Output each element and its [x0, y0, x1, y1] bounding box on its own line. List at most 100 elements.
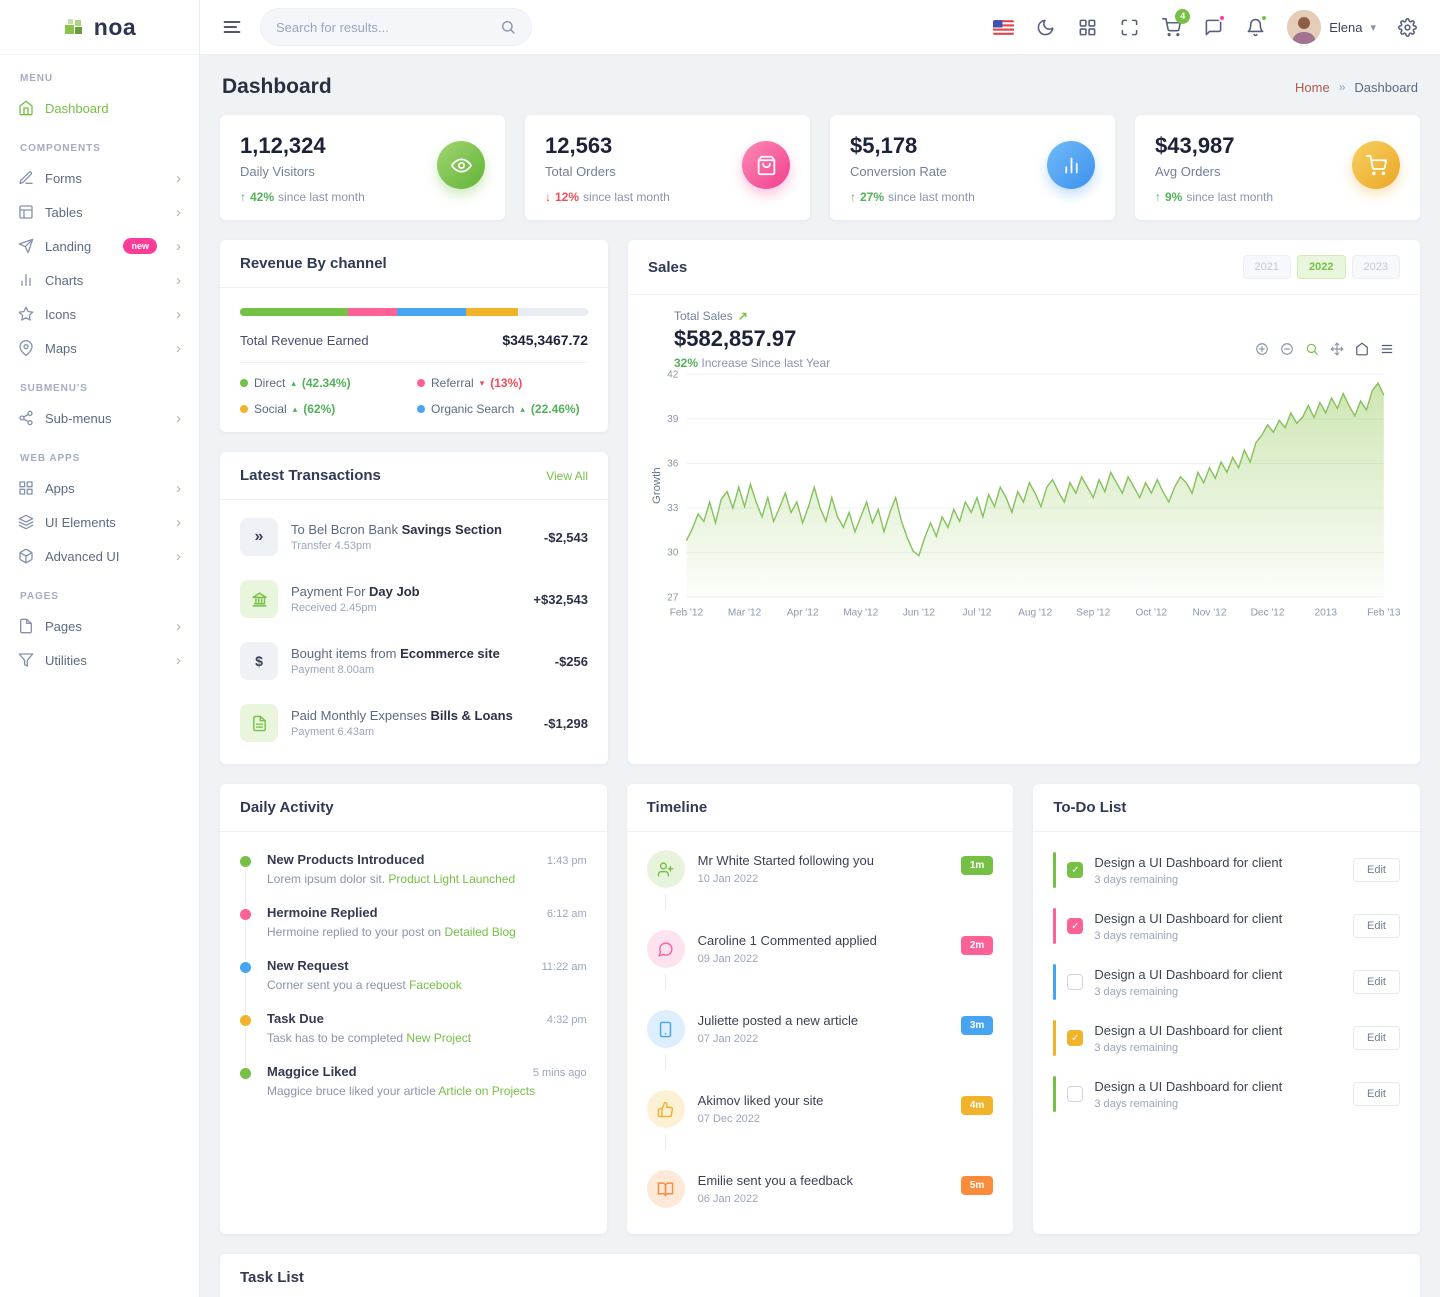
notifications-bell-icon[interactable]	[1245, 13, 1269, 38]
language-flag-icon[interactable]	[993, 17, 1015, 38]
search-icon[interactable]	[500, 19, 516, 35]
user-menu[interactable]: Elena ▾	[1287, 10, 1376, 44]
year-button-2021[interactable]: 2021	[1242, 255, 1292, 279]
task-list-card: Task List 10 ▾ Assigned To↑↓ Task↑↓ Pro	[220, 1254, 1420, 1297]
sidebar-item-forms[interactable]: Forms ›	[0, 161, 199, 195]
activity-dot	[240, 962, 251, 973]
caret-down-icon: ▾	[479, 377, 485, 388]
sidebar-item-landing[interactable]: Landing new ›	[0, 229, 199, 263]
sidebar-item-maps[interactable]: Maps ›	[0, 331, 199, 365]
sales-total-label: Total Sales	[674, 309, 733, 323]
todo-checkbox-checked[interactable]: ✓	[1067, 1030, 1084, 1046]
breadcrumb-home-link[interactable]: Home	[1295, 79, 1330, 95]
sidebar-item-label: Apps	[45, 480, 75, 496]
sidebar-item-label: Forms	[45, 170, 82, 186]
edit-button[interactable]: Edit	[1353, 914, 1400, 938]
todo-item: ✓ Design a UI Dashboard for client 3 days…	[1053, 1010, 1400, 1066]
cart-icon[interactable]: 4	[1161, 8, 1191, 38]
transaction-row: Paid Monthly Expenses Bills & Loans Paym…	[240, 692, 588, 754]
sidebar-item-pages[interactable]: Pages ›	[0, 609, 199, 643]
dark-mode-moon-icon[interactable]	[1035, 17, 1056, 38]
todo-item: ✓ Design a UI Dashboard for client 3 days…	[1053, 898, 1400, 954]
hamburger-menu-icon[interactable]	[222, 17, 242, 37]
edit-button[interactable]: Edit	[1353, 1026, 1400, 1050]
card-title: Sales	[648, 258, 688, 276]
timeline-item: Akimov liked your site 07 Dec 2022 4m	[646, 1080, 994, 1160]
chevron-right-icon: ›	[176, 547, 181, 565]
settings-gear-icon[interactable]	[1397, 17, 1418, 38]
daily-activity-card: Daily Activity New Products Introduced 1:…	[220, 784, 607, 1234]
sidebar-item-apps[interactable]: Apps ›	[0, 471, 199, 505]
file-icon	[20, 618, 32, 634]
todo-checkbox-checked[interactable]: ✓	[1067, 862, 1084, 878]
transaction-amount: -$1,298	[543, 715, 588, 731]
edit-button[interactable]: Edit	[1353, 1082, 1400, 1106]
sales-area-chart[interactable]: 27 30 33 36 39 42 Feb '12 Mar '12 Apr '12 May '12…	[648, 366, 1400, 624]
view-all-link[interactable]: View All	[546, 468, 588, 483]
zoom-in-icon[interactable]	[1255, 342, 1269, 356]
reset-home-icon[interactable]	[1355, 342, 1369, 356]
arrow-up-icon: ↑	[240, 190, 246, 204]
activity-link[interactable]: Detailed Blog	[444, 925, 516, 939]
svg-text:2013: 2013	[1314, 608, 1337, 619]
zoom-out-icon[interactable]	[1280, 342, 1294, 356]
brand-logo[interactable]: noa	[0, 0, 199, 55]
revenue-bar-segment-organic	[396, 308, 467, 316]
svg-text:Sep '12: Sep '12	[1076, 608, 1110, 619]
svg-text:Feb '13: Feb '13	[1367, 608, 1400, 619]
svg-text:Jun '12: Jun '12	[903, 608, 936, 619]
revenue-bar-segment-direct	[240, 308, 348, 316]
todo-checkbox-unchecked[interactable]	[1067, 1086, 1084, 1102]
sidebar-item-sub-menus[interactable]: Sub-menus ›	[0, 401, 199, 435]
chart-menu-icon[interactable]	[1380, 342, 1394, 356]
activity-link[interactable]: Facebook	[409, 978, 462, 992]
sidebar-item-ui-elements[interactable]: UI Elements ›	[0, 505, 199, 539]
activity-item: Maggice Liked 5 mins ago Maggice bruce li…	[240, 1064, 587, 1117]
legend-dot	[417, 405, 425, 413]
sidebar-item-label: Maps	[45, 340, 77, 356]
stats-row: 1,12,324 Daily Visitors ↑ 42% since last…	[220, 115, 1420, 220]
card-title: Revenue By channel	[240, 255, 387, 272]
stat-card-conversion-rate: $5,178 Conversion Rate ↑ 27% since last …	[830, 115, 1115, 220]
sales-year-filter: 2021 2022 2023	[1242, 255, 1400, 279]
activity-link[interactable]: Article on Projects	[438, 1084, 536, 1098]
user-name: Elena	[1329, 19, 1363, 35]
sidebar-item-dashboard[interactable]: Dashboard	[0, 91, 199, 125]
shopping-bag-icon	[742, 141, 790, 189]
timeline-badge: 1m	[960, 856, 994, 875]
edit-button[interactable]: Edit	[1353, 970, 1400, 994]
sidebar-item-advanced-ui[interactable]: Advanced UI ›	[0, 539, 199, 573]
pan-icon[interactable]	[1330, 342, 1344, 356]
transfer-icon: »	[240, 518, 278, 556]
nav-section-components: COMPONENTS	[20, 143, 101, 154]
fullscreen-icon[interactable]	[1119, 17, 1140, 38]
todo-checkbox-unchecked[interactable]	[1067, 974, 1084, 990]
chevron-right-icon: ›	[176, 305, 181, 323]
chevron-right-icon: ›	[176, 237, 181, 255]
year-button-2022[interactable]: 2022	[1297, 255, 1346, 279]
sidebar-item-charts[interactable]: Charts ›	[0, 263, 199, 297]
todo-list-card: To-Do List ✓ Design a UI Dashboard for c…	[1033, 784, 1420, 1234]
sidebar-item-label: Utilities	[45, 652, 87, 668]
activity-link[interactable]: New Project	[406, 1031, 472, 1045]
sidebar-item-icons[interactable]: Icons ›	[0, 297, 199, 331]
year-button-2023[interactable]: 2023	[1351, 255, 1400, 279]
card-title: To-Do List	[1053, 799, 1127, 816]
zoom-selection-icon[interactable]	[1305, 342, 1319, 356]
apps-grid-icon[interactable]	[1077, 17, 1098, 38]
revenue-stacked-bar	[240, 308, 588, 316]
todo-checkbox-checked[interactable]: ✓	[1067, 918, 1084, 934]
stat-delta-note: since last month	[1186, 190, 1274, 204]
transaction-row: Payment For Day Job Received 2.45pm +$32…	[240, 568, 588, 630]
card-title: Latest Transactions	[240, 467, 381, 484]
stat-label: Total Orders	[545, 164, 616, 179]
edit-button[interactable]: Edit	[1353, 858, 1400, 882]
sidebar-item-utilities[interactable]: Utilities ›	[0, 643, 199, 677]
user-plus-icon	[646, 850, 685, 888]
sidebar-item-label: Dashboard	[45, 100, 109, 116]
sidebar-item-tables[interactable]: Tables ›	[0, 195, 199, 229]
activity-link[interactable]: Product Light Launched	[388, 872, 516, 886]
messages-icon[interactable]	[1203, 13, 1227, 38]
search-input[interactable]	[276, 19, 500, 35]
svg-text:Dec '12: Dec '12	[1251, 608, 1285, 619]
